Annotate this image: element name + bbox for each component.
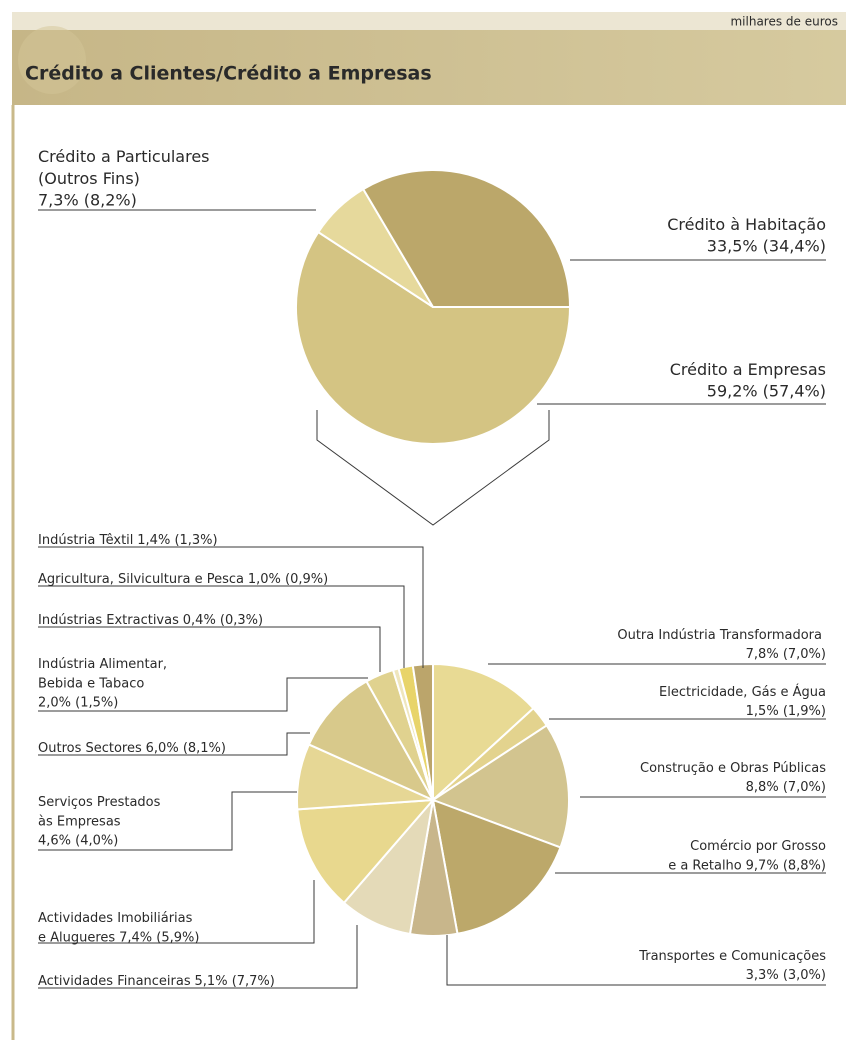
slice-label: às Empresas — [38, 814, 121, 829]
slice-label: Indústria Alimentar, — [38, 657, 167, 672]
slice-name: Crédito a Particulares — [38, 147, 210, 166]
slice-value: 8,8% (7,0%) — [746, 780, 826, 795]
slice-label: Serviços Prestados — [38, 795, 161, 810]
slice-label: Actividades Financeiras 5,1% (7,7%) — [38, 974, 275, 989]
leader-line — [38, 585, 405, 668]
unit-label: milhares de euros — [730, 15, 838, 29]
slice-label: Crédito a Empresas — [670, 360, 826, 379]
slice-name: Electricidade, Gás e Água — [659, 684, 826, 700]
slice-value: 1,0% (0,9%) — [248, 572, 328, 587]
slice-label: Outra Indústria Transformadora — [617, 628, 822, 643]
charts: Crédito a Empresas 59,2% (57,4%) Crédito a… — [38, 147, 826, 989]
pie-slice — [307, 680, 436, 803]
slice-label: Actividades Imobiliárias — [38, 911, 193, 926]
slice-name: (Outros Fins) — [38, 169, 140, 188]
pie-slice — [295, 230, 572, 445]
pie-slice — [430, 724, 570, 849]
pie-slice — [431, 798, 562, 935]
slice-label: e Alugueres 7,4% (5,9%) — [38, 930, 199, 945]
slice-name: Bebida e Tabaco — [38, 676, 144, 691]
leader-line — [38, 732, 310, 756]
logo — [18, 26, 86, 94]
slice-name: Comércio por Grosso — [690, 839, 826, 854]
slice-label: Bebida e Tabaco — [38, 676, 144, 691]
slice-value: 0,4% (0,3%) — [183, 613, 263, 628]
pie-slice — [432, 662, 535, 803]
pie-slice — [361, 169, 572, 308]
slice-name: Crédito a Empresas — [670, 360, 826, 379]
slice-value: 7,4% (5,9%) — [119, 930, 199, 945]
leader-line — [38, 791, 297, 851]
slice-value: 7,8% (7,0%) — [746, 647, 826, 662]
leader-line — [38, 626, 381, 672]
slice-value: 59,2% (57,4%) — [707, 382, 826, 401]
slice-name: às Empresas — [38, 814, 121, 829]
leader-line — [446, 935, 826, 986]
pie-slice — [296, 798, 436, 905]
leader-line — [38, 677, 368, 712]
slice-name: Indústrias Extractivas — [38, 613, 179, 628]
slice-label: Comércio por Grosso — [690, 839, 826, 854]
slice-name: Actividades Imobiliárias — [38, 911, 193, 926]
slice-value: 4,6% (4,0%) — [38, 834, 118, 849]
slice-name: e Alugueres — [38, 930, 115, 945]
slice-label: Transportes e Comunicações — [638, 949, 826, 964]
slice-value: 33,5% (34,4%) — [707, 237, 826, 256]
leader-line — [38, 546, 424, 668]
slice-label: Agricultura, Silvicultura e Pesca 1,0% (0… — [38, 572, 328, 587]
slice-label: Crédito a Particulares — [38, 147, 210, 166]
slice-label: e a Retalho 9,7% (8,8%) — [668, 858, 826, 873]
chart-title: Crédito a Clientes/Crédito a Empresas — [25, 63, 432, 85]
slice-label: (Outros Fins) — [38, 169, 140, 188]
slice-name: Construção e Obras Públicas — [640, 761, 826, 776]
slice-name: e a Retalho — [668, 858, 742, 873]
title-band — [12, 30, 846, 105]
leader-line — [38, 925, 358, 989]
slice-name: Actividades Financeiras — [38, 974, 191, 989]
slice-value: 1,4% (1,3%) — [137, 533, 217, 548]
bracket — [316, 410, 550, 526]
slice-value: 6,0% (8,1%) — [146, 741, 226, 756]
slice-label: Construção e Obras Públicas — [640, 761, 826, 776]
leader-line — [38, 880, 315, 944]
slice-name: Serviços Prestados — [38, 795, 161, 810]
slice-label: Electricidade, Gás e Água — [659, 684, 826, 700]
slice-name: Agricultura, Silvicultura e Pesca — [38, 572, 244, 587]
slice-name: Indústria Alimentar, — [38, 657, 167, 672]
unit-strip — [12, 12, 846, 30]
slice-label: Outros Sectores 6,0% (8,1%) — [38, 741, 226, 756]
slice-value: 7,3% (8,2%) — [38, 191, 137, 210]
slice-value: 9,7% (8,8%) — [746, 858, 826, 873]
slice-name: Indústria Têxtil — [38, 533, 133, 548]
slice-value: 3,3% (3,0%) — [746, 968, 826, 983]
slice-name: Crédito à Habitação — [667, 215, 826, 234]
slice-name: Outros Sectores — [38, 741, 142, 756]
slice-value: 5,1% (7,7%) — [195, 974, 275, 989]
slice-label: Indústria Têxtil 1,4% (1,3%) — [38, 533, 218, 548]
slice-label: Indústrias Extractivas 0,4% (0,3%) — [38, 613, 263, 628]
slice-name: Transportes e Comunicações — [638, 949, 826, 964]
slice-value: 2,0% (1,5%) — [38, 696, 118, 711]
slice-value: 1,5% (1,9%) — [746, 704, 826, 719]
slice-name: Outra Indústria Transformadora — [617, 628, 822, 643]
slice-label: Crédito à Habitação — [667, 215, 826, 234]
